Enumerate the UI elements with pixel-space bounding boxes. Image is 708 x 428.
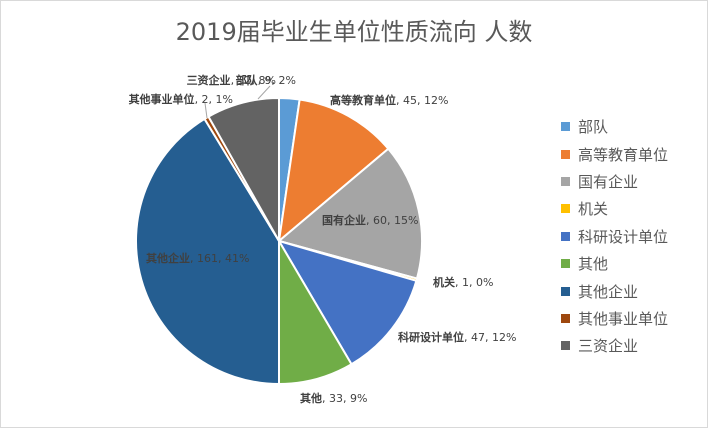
pie-slice [276, 239, 418, 366]
legend-label: 高等教育单位 [578, 145, 669, 164]
slice-data-label: 国有企业, 60, 15% [322, 213, 418, 227]
slice-data-label: 其他事业单位, 2, 1% [129, 92, 233, 106]
legend-swatch [561, 286, 570, 296]
leader-line [204, 102, 208, 119]
legend-swatch [561, 122, 570, 132]
legend-item: 高等教育单位 [561, 140, 668, 167]
slice-category-label: 高等教育单位 [330, 93, 396, 107]
legend-item: 科研设计单位 [561, 223, 668, 250]
legend-item: 其他事业单位 [561, 305, 668, 332]
chart-legend: 部队高等教育单位 国有企业机关科研设计单位 其他其他企业其他事业单位 三资企业 [561, 113, 668, 360]
slice-data-label: 部队, 9, 2% [236, 73, 296, 87]
legend-label: 其他事业单位 [578, 309, 669, 328]
pie-slice [276, 147, 423, 280]
slice-value-label: , 2, 1% [195, 93, 233, 106]
slice-value-label: , 47, 12% [464, 331, 516, 344]
slice-category-label: 其他事业单位 [129, 92, 195, 106]
legend-item: 机关 [561, 195, 668, 222]
legend-label: 其他企业 [578, 282, 639, 301]
legend-swatch [561, 149, 570, 159]
slice-value-label: , 45, 12% [396, 94, 448, 107]
slice-value-label: , 9, 2% [258, 74, 296, 87]
legend-label: 其他 [578, 255, 609, 274]
slice-data-label: 其他, 33, 9% [300, 391, 367, 405]
leader-line [257, 85, 271, 100]
slice-data-label: 三资企业, 32, 8% [187, 73, 276, 87]
pie-slice [207, 96, 280, 245]
legend-label: 部队 [578, 118, 609, 137]
slice-category-label: 国有企业 [322, 213, 366, 227]
legend-swatch [561, 176, 570, 186]
legend-swatch [561, 204, 570, 214]
legend-item: 其他 [561, 250, 668, 277]
slice-value-label: , 161, 41% [190, 252, 249, 265]
slice-data-label: 其他企业, 161, 41% [146, 251, 249, 265]
legend-item: 国有企业 [561, 168, 668, 195]
legend-label: 国有企业 [578, 172, 639, 191]
pie-slice [134, 117, 280, 386]
legend-label: 机关 [578, 200, 609, 219]
slice-data-label: 科研设计单位, 47, 12% [398, 330, 516, 344]
legend-item: 部队 [561, 113, 668, 140]
slice-category-label: 科研设计单位 [398, 330, 464, 344]
slice-category-label: 三资企业 [187, 73, 231, 87]
legend-item: 三资企业 [561, 332, 668, 359]
slice-value-label: , 32, 8% [231, 74, 276, 87]
slice-category-label: 其他 [300, 391, 322, 405]
legend-item: 其他企业 [561, 277, 668, 304]
slice-value-label: , 33, 9% [322, 392, 367, 405]
chart-title: 2019届毕业生单位性质流向 人数 [175, 18, 533, 46]
slice-data-label: 机关, 1, 0% [433, 275, 493, 289]
slice-category-label: 部队 [236, 73, 259, 87]
legend-swatch [561, 341, 570, 351]
slice-value-label: , 60, 15% [366, 214, 418, 227]
legend-label: 三资企业 [578, 337, 639, 356]
slice-value-label: , 1, 0% [455, 276, 493, 289]
legend-swatch [561, 313, 570, 323]
legend-swatch [561, 231, 570, 241]
pie-slice [277, 98, 390, 244]
slice-data-label: 高等教育单位, 45, 12% [330, 93, 448, 107]
slice-category-label: 机关 [433, 275, 455, 289]
slice-category-label: 其他企业 [146, 251, 190, 265]
legend-swatch [561, 259, 570, 269]
legend-label: 科研设计单位 [578, 227, 669, 246]
